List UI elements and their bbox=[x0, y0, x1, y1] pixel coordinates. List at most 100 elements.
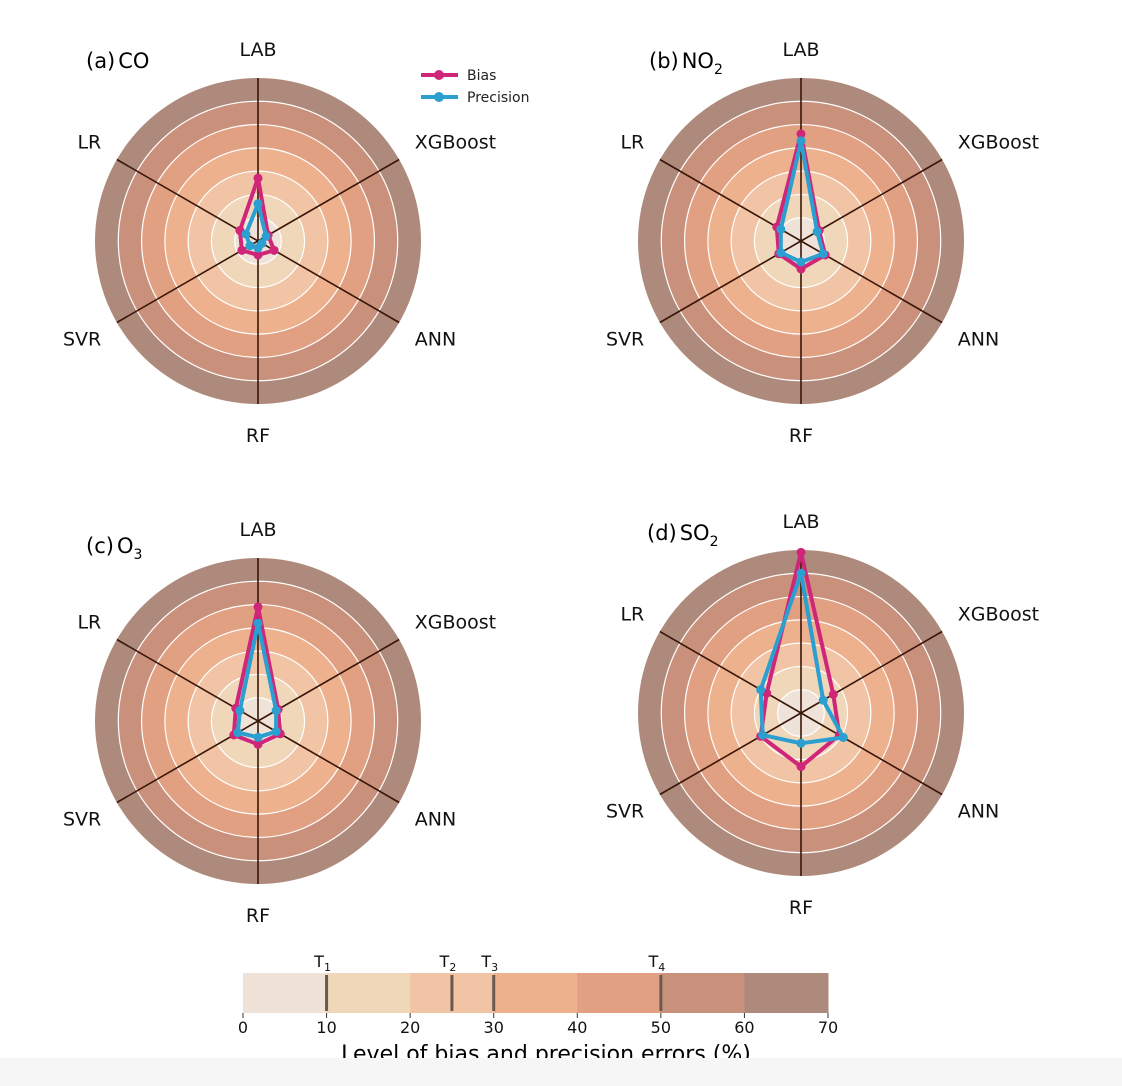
point-precision-xgboost bbox=[812, 227, 822, 237]
point-bias-lab bbox=[253, 173, 263, 183]
point-precision-lr bbox=[241, 229, 251, 239]
panel-pollutant: NO bbox=[682, 49, 714, 73]
radar-panel-1: LAB XGBoost ANN RF SVR LR (a) CO bbox=[63, 39, 496, 447]
point-precision-ann bbox=[838, 732, 848, 742]
colorbar-segment-60-70 bbox=[744, 973, 829, 1013]
point-bias-svr bbox=[237, 245, 247, 255]
colorbar-segment-10-20 bbox=[326, 973, 411, 1013]
colorbar: 0 10 20 30 40 50 60 70 T1 T2 T3 T4 bbox=[238, 952, 838, 1037]
colorbar-segment-30-40 bbox=[493, 973, 578, 1013]
point-bias-lab bbox=[253, 602, 263, 612]
point-precision-xgboost bbox=[818, 695, 828, 705]
point-precision-svr bbox=[245, 241, 255, 251]
colorbar-segment-0-10 bbox=[243, 973, 328, 1013]
axis-label-lr: LR bbox=[620, 604, 644, 626]
colorbar-tick-label: 20 bbox=[400, 1018, 420, 1037]
threshold-label: T2 bbox=[439, 952, 457, 974]
axis-label-svr: SVR bbox=[63, 329, 101, 351]
axis-label-xgboost: XGBoost bbox=[415, 132, 496, 154]
axis-label-xgboost: XGBoost bbox=[958, 132, 1039, 154]
point-precision-lab bbox=[253, 618, 263, 628]
legend-bias-marker bbox=[434, 70, 444, 80]
point-precision-lab bbox=[796, 568, 806, 578]
spoke-xgboost bbox=[257, 158, 400, 242]
point-precision-lr bbox=[235, 706, 245, 716]
legend-precision-marker bbox=[434, 92, 444, 102]
colorbar-tick-label: 10 bbox=[316, 1018, 336, 1037]
axis-label-xgboost: XGBoost bbox=[958, 604, 1039, 626]
axis-label-lab: LAB bbox=[782, 39, 819, 61]
colorbar-tick-label: 60 bbox=[734, 1018, 754, 1037]
threshold-label: T3 bbox=[480, 952, 498, 974]
radar-panel-2: LAB XGBoost ANN RF SVR LR (b) NO2 bbox=[606, 39, 1039, 447]
threshold-label: T4 bbox=[647, 952, 665, 974]
axis-label-lr: LR bbox=[77, 612, 101, 634]
point-precision-rf bbox=[796, 257, 806, 267]
point-precision-ann bbox=[818, 249, 828, 259]
axis-label-svr: SVR bbox=[63, 809, 101, 831]
spoke-xgboost bbox=[800, 158, 943, 242]
colorbar-tick-label: 40 bbox=[567, 1018, 587, 1037]
axis-label-svr: SVR bbox=[606, 801, 644, 823]
axis-label-xgboost: XGBoost bbox=[415, 612, 496, 634]
point-precision-rf bbox=[253, 243, 263, 253]
point-precision-lab bbox=[796, 136, 806, 146]
panel-pollutant-subscript: 2 bbox=[714, 62, 723, 78]
panel-pollutant: O bbox=[117, 534, 134, 558]
spoke-svr bbox=[659, 712, 802, 796]
spoke-svr bbox=[116, 240, 259, 324]
panel-title: (b) NO2 bbox=[649, 49, 723, 78]
axis-label-lr: LR bbox=[620, 132, 644, 154]
legend-bias-label: Bias bbox=[467, 68, 496, 84]
point-precision-svr bbox=[758, 730, 768, 740]
panel-title: (d) SO2 bbox=[647, 521, 719, 550]
panel-letter: (b) bbox=[649, 49, 679, 73]
panel-pollutant: SO bbox=[680, 521, 710, 545]
point-precision-svr bbox=[776, 248, 786, 258]
point-bias-rf bbox=[253, 250, 263, 260]
spoke-lr bbox=[116, 158, 259, 242]
point-precision-lr bbox=[776, 224, 786, 234]
axis-label-rf: RF bbox=[789, 897, 813, 919]
radar-panel-3: LAB XGBoost ANN RF SVR LR (c) O3 bbox=[63, 519, 496, 927]
colorbar-tick-label: 70 bbox=[818, 1018, 838, 1037]
colorbar-tick-label: 0 bbox=[238, 1018, 248, 1037]
page-bottom-strip bbox=[0, 1058, 1122, 1086]
axis-label-rf: RF bbox=[789, 425, 813, 447]
point-bias-rf bbox=[796, 762, 806, 772]
radar-panels: LAB XGBoost ANN RF SVR LR (a) CO LAB XGBoost ANN RF… bbox=[63, 39, 1039, 927]
point-precision-ann bbox=[271, 726, 281, 736]
point-bias-lab bbox=[796, 129, 806, 139]
point-bias-lab bbox=[796, 547, 806, 557]
point-precision-lr bbox=[756, 685, 766, 695]
axis-label-svr: SVR bbox=[606, 329, 644, 351]
panel-letter: (d) bbox=[647, 521, 677, 545]
point-precision-rf bbox=[796, 738, 806, 748]
threshold-label: T1 bbox=[313, 952, 331, 974]
axis-label-ann: ANN bbox=[958, 801, 999, 823]
legend-precision-label: Precision bbox=[467, 90, 529, 106]
axis-label-ann: ANN bbox=[415, 809, 456, 831]
panel-pollutant-subscript: 2 bbox=[710, 534, 719, 550]
point-precision-rf bbox=[253, 732, 263, 742]
axis-label-lab: LAB bbox=[782, 511, 819, 533]
point-precision-svr bbox=[233, 728, 243, 738]
panel-title: (c) O3 bbox=[86, 534, 142, 563]
colorbar-tick-label: 50 bbox=[651, 1018, 671, 1037]
panel-title: (a) CO bbox=[86, 49, 149, 73]
panel-letter: (a) bbox=[86, 49, 115, 73]
axis-label-rf: RF bbox=[246, 425, 270, 447]
axis-label-rf: RF bbox=[246, 905, 270, 927]
colorbar-segment-40-50 bbox=[577, 973, 662, 1013]
point-precision-xgboost bbox=[271, 706, 281, 716]
axis-label-ann: ANN bbox=[958, 329, 999, 351]
colorbar-segment-50-60 bbox=[660, 973, 745, 1013]
axis-label-ann: ANN bbox=[415, 329, 456, 351]
axis-label-lab: LAB bbox=[239, 519, 276, 541]
point-bias-rf bbox=[253, 739, 263, 749]
point-bias-rf bbox=[796, 264, 806, 274]
radar-panel-4: LAB XGBoost ANN RF SVR LR (d) SO2 bbox=[606, 511, 1039, 919]
colorbar-tick-label: 30 bbox=[484, 1018, 504, 1037]
panel-pollutant: CO bbox=[118, 49, 149, 73]
spoke-ann bbox=[800, 712, 943, 796]
